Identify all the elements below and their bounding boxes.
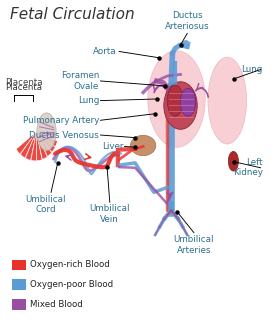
Text: Placenta: Placenta bbox=[5, 84, 42, 92]
Ellipse shape bbox=[167, 85, 183, 116]
Text: Lung: Lung bbox=[78, 96, 99, 105]
Text: Umbilical
Cord: Umbilical Cord bbox=[26, 195, 66, 214]
Text: Oxygen-poor Blood: Oxygen-poor Blood bbox=[30, 280, 114, 289]
Text: Ductus Venosus: Ductus Venosus bbox=[29, 131, 99, 139]
Wedge shape bbox=[36, 132, 42, 161]
Bar bbox=[12, 279, 26, 290]
Ellipse shape bbox=[37, 113, 56, 151]
Wedge shape bbox=[16, 132, 36, 154]
Text: Aorta: Aorta bbox=[93, 47, 116, 56]
Text: Foramen
Ovale: Foramen Ovale bbox=[61, 71, 99, 91]
Text: Left
Kidney: Left Kidney bbox=[233, 158, 263, 177]
Ellipse shape bbox=[208, 57, 247, 144]
Wedge shape bbox=[20, 132, 36, 158]
Text: Oxygen-rich Blood: Oxygen-rich Blood bbox=[30, 260, 110, 269]
Ellipse shape bbox=[164, 82, 197, 129]
Wedge shape bbox=[26, 132, 36, 160]
Text: Lung: Lung bbox=[241, 65, 263, 74]
Wedge shape bbox=[31, 132, 36, 161]
Text: Placenta: Placenta bbox=[5, 78, 42, 87]
Ellipse shape bbox=[180, 88, 196, 116]
Bar bbox=[12, 260, 26, 270]
Text: Pulmonary Artery: Pulmonary Artery bbox=[23, 116, 99, 125]
Ellipse shape bbox=[148, 51, 205, 147]
Text: Umbilical
Arteries: Umbilical Arteries bbox=[174, 235, 214, 255]
Wedge shape bbox=[36, 132, 57, 147]
Wedge shape bbox=[36, 132, 52, 156]
Text: Mixed Blood: Mixed Blood bbox=[30, 300, 83, 309]
Text: Umbilical
Vein: Umbilical Vein bbox=[89, 204, 129, 224]
Text: Liver: Liver bbox=[102, 142, 123, 151]
Text: Fetal Circulation: Fetal Circulation bbox=[10, 7, 134, 22]
Wedge shape bbox=[36, 132, 55, 152]
Bar bbox=[12, 299, 26, 310]
Wedge shape bbox=[36, 132, 47, 159]
Ellipse shape bbox=[228, 151, 239, 171]
Ellipse shape bbox=[131, 135, 156, 156]
Text: Ductus
Arteriosus: Ductus Arteriosus bbox=[165, 12, 209, 31]
